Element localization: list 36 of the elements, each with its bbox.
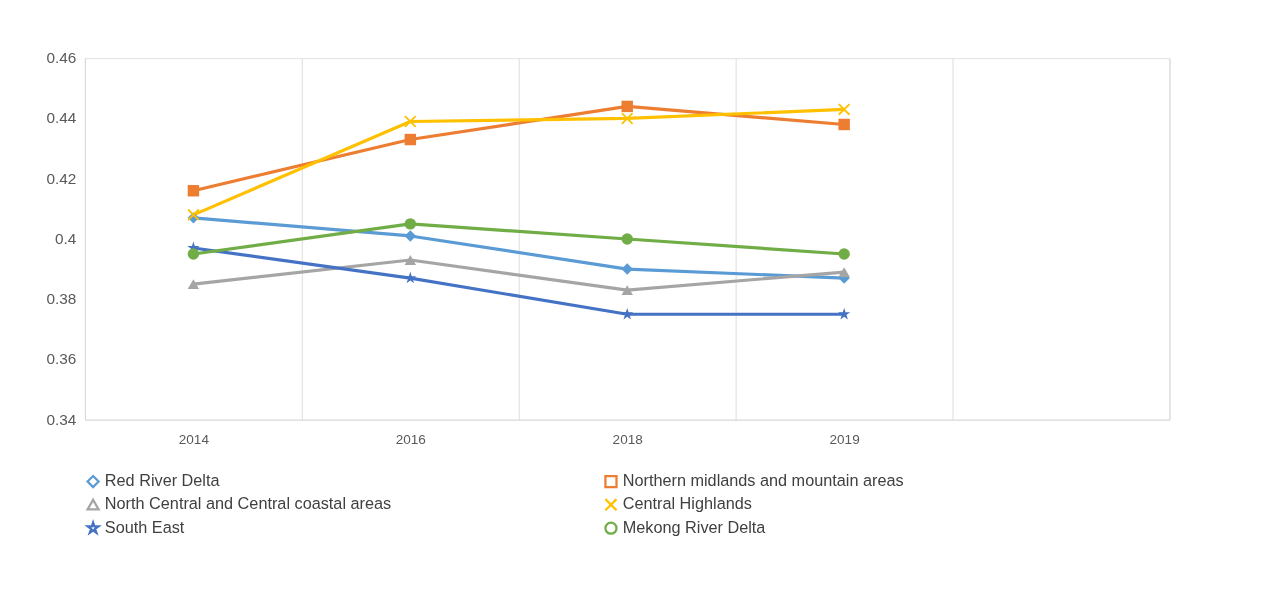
- y-tick-label: 0.34: [46, 410, 77, 428]
- x-tick-label: 2018: [612, 431, 643, 447]
- point: [620, 112, 634, 125]
- y-tick-label: 0.42: [46, 169, 77, 187]
- point: [838, 267, 850, 278]
- legend-label: North Central and Central coastal areas: [104, 494, 392, 513]
- legend-label: South East: [104, 517, 185, 536]
- x-tick-label: 2016: [395, 431, 426, 447]
- y-tick-label: 0.36: [46, 350, 77, 368]
- legend-label: Red River Delta: [104, 471, 221, 490]
- point: [838, 118, 850, 131]
- point: [404, 218, 417, 230]
- point: [838, 248, 850, 260]
- point: [621, 263, 633, 275]
- y-tick-label: 0.44: [46, 109, 77, 127]
- point: [404, 255, 417, 265]
- y-tick-label: 0.46: [46, 49, 77, 67]
- x-tick-label: 2014: [178, 431, 210, 447]
- y-tick-label: 0.4: [55, 229, 77, 247]
- point: [187, 208, 200, 222]
- point: [838, 307, 851, 320]
- legend-label: Northern midlands and mountain areas: [622, 471, 904, 490]
- point: [621, 233, 633, 245]
- y-tick-label: 0.38: [46, 290, 77, 308]
- point: [404, 115, 417, 128]
- point: [621, 285, 633, 296]
- point: [837, 103, 851, 116]
- legend-label: Mekong River Delta: [622, 517, 767, 536]
- point: [404, 133, 417, 146]
- point: [187, 185, 200, 197]
- point: [621, 100, 633, 113]
- point: [187, 279, 200, 290]
- x-tick-label: 2019: [829, 431, 860, 447]
- legend-label: Central Highlands: [622, 494, 752, 513]
- point: [404, 230, 417, 242]
- point: [187, 248, 200, 260]
